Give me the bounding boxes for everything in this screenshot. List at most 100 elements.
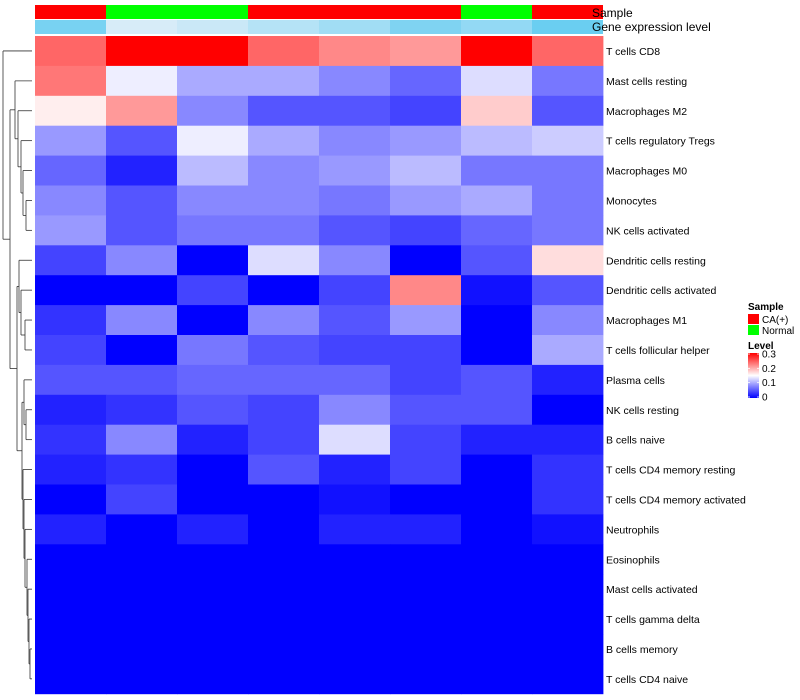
- heatmap-cell: [532, 36, 604, 67]
- heatmap-cell: [248, 634, 320, 665]
- heatmap-cell: [532, 305, 604, 336]
- heatmap-cell: [248, 544, 320, 575]
- heatmap-cell: [106, 155, 178, 186]
- heatmap-cell: [35, 424, 107, 455]
- row-label: Macrophages M1: [606, 315, 687, 327]
- heatmap-cell: [248, 454, 320, 485]
- heatmap-cell: [35, 125, 107, 156]
- heatmap-cell: [532, 245, 604, 276]
- heatmap-cell: [319, 305, 391, 336]
- heatmap-cell: [319, 484, 391, 515]
- legend-sample-title: Sample: [748, 302, 784, 313]
- heatmap-cell: [390, 95, 462, 127]
- heatmap-cell: [532, 394, 604, 426]
- expression-annotation-cell: [461, 20, 532, 34]
- heatmap-cell: [177, 185, 249, 216]
- heatmap-cell: [35, 335, 107, 366]
- heatmap-cell: [35, 394, 107, 426]
- heatmap-cell: [319, 125, 391, 156]
- row-label: Macrophages M0: [606, 166, 687, 178]
- heatmap-cell: [532, 574, 604, 605]
- row-label: T cells CD8: [606, 46, 660, 58]
- row-label: T cells CD4 memory activated: [606, 494, 746, 506]
- heatmap-cell: [319, 424, 391, 455]
- heatmap-cell: [177, 484, 249, 515]
- heatmap-cells: [35, 36, 604, 695]
- heatmap-cell: [461, 95, 533, 127]
- row-label: Dendritic cells resting: [606, 255, 706, 267]
- heatmap-cell: [319, 215, 391, 246]
- heatmap-cell: [319, 155, 391, 186]
- heatmap-cell: [106, 454, 178, 485]
- legend-swatch: [748, 314, 759, 324]
- sample-annotation-cell: [461, 5, 532, 19]
- heatmap-cell: [177, 335, 249, 366]
- heatmap-cell: [390, 185, 462, 216]
- heatmap-cell: [248, 215, 320, 246]
- heatmap-cell: [248, 364, 320, 396]
- heatmap-cell: [319, 245, 391, 276]
- heatmap-cell: [248, 574, 320, 605]
- heatmap-cell: [177, 454, 249, 485]
- heatmap-cell: [177, 544, 249, 575]
- heatmap-cell: [35, 454, 107, 485]
- heatmap-cell: [106, 634, 178, 665]
- heatmap-cell: [390, 245, 462, 276]
- heatmap-cell: [461, 335, 533, 366]
- heatmap-cell: [35, 604, 107, 635]
- heatmap-cell: [319, 514, 391, 545]
- heatmap-cell: [106, 574, 178, 605]
- heatmap-cell: [106, 544, 178, 575]
- heatmap-cell: [177, 36, 249, 67]
- legend-tick-label: 0.3: [762, 350, 776, 361]
- heatmap-cell: [35, 95, 107, 127]
- heatmap-cell: [177, 663, 249, 695]
- heatmap-cell: [461, 454, 533, 485]
- heatmap-cell: [532, 663, 604, 695]
- heatmap-cell: [35, 245, 107, 276]
- heatmap-cell: [390, 155, 462, 186]
- heatmap-cell: [461, 364, 533, 396]
- legend-color-bar: [748, 353, 759, 398]
- row-label: B cells memory: [606, 644, 679, 656]
- heatmap-cell: [461, 65, 533, 97]
- heatmap-cell: [390, 364, 462, 396]
- sample-annotation-cell: [248, 5, 319, 19]
- sample-annotation-title: Sample: [592, 6, 633, 20]
- expression-annotation-cell: [106, 20, 177, 34]
- heatmap-cell: [319, 364, 391, 396]
- row-label: B cells naive: [606, 435, 665, 447]
- legend-tick-label: 0: [762, 393, 768, 404]
- heatmap-cell: [461, 634, 533, 665]
- heatmap-cell: [248, 305, 320, 336]
- heatmap-cell: [106, 125, 178, 156]
- heatmap-cell: [390, 275, 462, 306]
- sample-annotation-cell: [390, 5, 461, 19]
- heatmap-cell: [390, 544, 462, 575]
- row-label: Eosinophils: [606, 554, 660, 566]
- heatmap-cell: [461, 424, 533, 455]
- heatmap-cell: [319, 335, 391, 366]
- legend-level-title: Level: [748, 341, 774, 352]
- heatmap-cell: [177, 95, 249, 127]
- heatmap-cell: [35, 364, 107, 396]
- heatmap-cell: [177, 275, 249, 306]
- heatmap-cell: [461, 275, 533, 306]
- heatmap-cell: [177, 514, 249, 545]
- heatmap-cell: [35, 215, 107, 246]
- heatmap-cell: [248, 424, 320, 455]
- heatmap-cell: [106, 275, 178, 306]
- heatmap-cell: [106, 36, 178, 67]
- heatmap-cell: [319, 95, 391, 127]
- heatmap-cell: [390, 335, 462, 366]
- heatmap-cell: [106, 215, 178, 246]
- heatmap-cell: [177, 215, 249, 246]
- heatmap-cell: [319, 275, 391, 306]
- heatmap-cell: [35, 155, 107, 186]
- heatmap-cell: [106, 424, 178, 455]
- heatmap-cell: [461, 155, 533, 186]
- heatmap-cell: [319, 604, 391, 635]
- heatmap-cell: [248, 245, 320, 276]
- heatmap-cell: [390, 65, 462, 97]
